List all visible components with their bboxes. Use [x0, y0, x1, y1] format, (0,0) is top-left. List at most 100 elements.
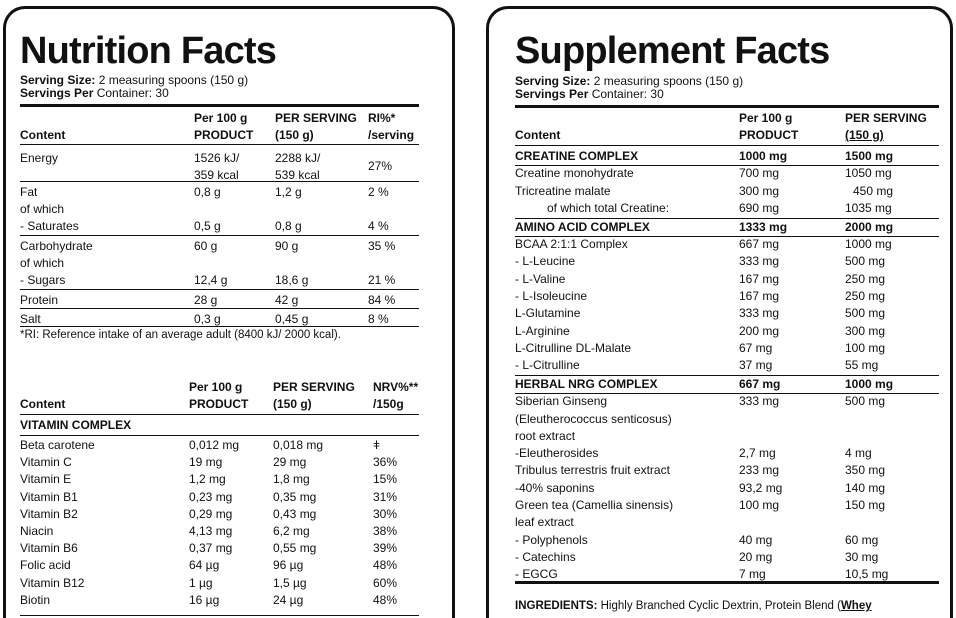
per100-value: 1333 mg	[739, 219, 788, 234]
divider	[20, 414, 419, 415]
ingredient-name: Creatine monohydrate	[515, 166, 634, 181]
table-row: Vitamin C 19 mg 29 mg 36%	[6, 454, 452, 471]
per100-value: 690 mg	[739, 200, 780, 215]
ri-value: 4 %	[368, 219, 389, 233]
header-ri: RI%*	[368, 111, 396, 125]
vitamin-name: Biotin	[20, 592, 51, 607]
per100-value: 7 mg	[739, 567, 766, 582]
table-row: Green tea (Camellia sinensis) 100 mg 150 m…	[489, 497, 950, 514]
nutrition-serving-size: Serving Size: 2 measuring spoons (150 g)	[20, 74, 248, 87]
per100-value: 1526 kJ/	[194, 151, 240, 165]
per100-value: 167 mg	[739, 271, 780, 286]
divider	[20, 144, 419, 145]
ingredient-name: -Eleutherosides	[515, 446, 599, 461]
nrv-value: 48%	[373, 558, 398, 573]
table-row: -Eleutherosides 2,7 mg 4 mg	[489, 445, 950, 462]
serving-value: 140 mg	[845, 480, 886, 495]
serving-value: 250 mg	[845, 271, 886, 286]
table-row: Niacin 4,13 mg 6,2 mg 38%	[6, 523, 452, 540]
serving-value: 10,5 mg	[845, 567, 889, 582]
ingredients-label: INGREDIENTS:	[515, 600, 598, 612]
ingredient-name: -40% saponins	[515, 480, 595, 495]
per100-value: 60 g	[194, 239, 218, 253]
ingredient-name: L-Arginine	[515, 323, 570, 338]
divider	[515, 581, 939, 584]
servings-value: Container: 30	[93, 86, 169, 100]
table-row: Carbohydrate 60 g 90 g 35 %	[6, 238, 452, 255]
ingredient-name: of which total Creatine:	[547, 200, 670, 215]
ri-value: 8 %	[368, 312, 389, 326]
table-row: root extract	[489, 428, 950, 445]
ingredient-name: - Catechins	[515, 549, 576, 564]
ri-value: 35 %	[368, 239, 396, 253]
header-serving-size: (150 g)	[845, 128, 884, 142]
ingredient-name: - L-Valine	[515, 271, 566, 286]
divider	[20, 289, 419, 290]
per100-value: 1 µg	[189, 575, 213, 590]
ingredients-text: Highly Branched Cyclic Dextrin, Protein …	[597, 600, 841, 612]
vit-header-per100: Per 100 g	[189, 380, 243, 394]
ingredient-name: - EGCG	[515, 567, 558, 582]
serving-value: 4 mg	[845, 446, 872, 461]
serving-value: 1,5 µg	[273, 575, 307, 590]
per100-value: 0,012 mg	[189, 438, 240, 452]
supplement-serving-size: Serving Size: 2 measuring spoons (150 g)	[515, 75, 743, 88]
ingredient-name: Tribulus terrestris fruit extract	[515, 463, 670, 478]
nrv-value: 31%	[373, 489, 398, 504]
header-per100: Per 100 g	[739, 111, 793, 125]
per100-value: 28 g	[194, 293, 218, 307]
per100-value: 333 mg	[739, 306, 780, 321]
serving-value: 0,55 mg	[273, 541, 317, 556]
serving-value: 500 mg	[845, 254, 886, 269]
ingredients-highlight: Whey	[840, 600, 872, 612]
per100-value: 0,29 mg	[189, 506, 233, 521]
serving-value: 6,2 mg	[273, 524, 310, 538]
table-row: Salt 0,3 g 0,45 g 8 %	[6, 311, 452, 328]
per100-value: 37 mg	[739, 358, 773, 373]
table-row: Tribulus terrestris fruit extract 233 mg 3…	[489, 462, 950, 479]
nrv-value: 30%	[373, 506, 398, 521]
section-title: HERBAL NRG COMPLEX	[515, 376, 658, 391]
divider	[515, 375, 939, 377]
serving-value: 100 mg	[845, 340, 886, 355]
serving-value: 60 mg	[845, 532, 879, 547]
nutrition-title: Nutrition Facts	[20, 30, 277, 72]
nrv-value: 38%	[373, 524, 398, 538]
ingredient-name: leaf extract	[515, 515, 574, 530]
divider	[515, 235, 939, 237]
table-row: of which	[6, 255, 452, 272]
table-row: -40% saponins 93,2 mg 140 mg	[489, 480, 950, 497]
divider	[515, 145, 939, 146]
vitamin-name: Beta carotene	[20, 438, 95, 452]
table-row: - L-Leucine 333 mg 500 mg	[489, 253, 950, 270]
per100-value: 0,23 mg	[189, 489, 233, 504]
per100-value: 12,4 g	[194, 273, 228, 287]
table-row: BCAA 2:1:1 Complex 667 mg 1000 mg	[489, 236, 950, 253]
serving-value: 150 mg	[845, 498, 886, 512]
section-row: AMINO ACID COMPLEX 1333 mg 2000 mg	[489, 219, 950, 236]
per100-value: 100 mg	[739, 498, 780, 512]
serving-value: 96 µg	[273, 558, 304, 573]
serving-value: 250 mg	[845, 288, 886, 303]
table-row: Biotin 16 µg 24 µg 48%	[6, 592, 452, 609]
serving-value: 2288 kJ/	[275, 151, 321, 165]
section-title: CREATINE COMPLEX	[515, 149, 639, 163]
serving-value: 24 µg	[273, 592, 304, 607]
ingredient-name: L-Glutamine	[515, 306, 581, 321]
vitamin-name: Folic acid	[20, 558, 71, 573]
serving-size-value: 2 measuring spoons (150 g)	[95, 73, 249, 87]
table-row: L-Citrulline DL-Malate 67 mg 100 mg	[489, 340, 950, 357]
table-row: L-Glutamine 333 mg 500 mg	[489, 305, 950, 322]
servings-label: Servings Per	[515, 87, 589, 101]
ingredient-name: (Eleutherococcus senticosus)	[515, 411, 672, 426]
divider	[515, 218, 939, 220]
serving-value: 0,8 g	[275, 219, 302, 233]
per100-value: 167 mg	[739, 288, 780, 303]
nutrient-name: - Saturates	[20, 219, 79, 233]
vitamin-name: Niacin	[20, 524, 54, 538]
divider	[515, 165, 939, 166]
table-row: Beta carotene 0,012 mg 0,018 mg ǂ	[6, 437, 452, 454]
serving-value: 55 mg	[845, 358, 879, 373]
serving-value: 500 mg	[845, 306, 886, 321]
per100-value: 1000 mg	[739, 149, 788, 163]
